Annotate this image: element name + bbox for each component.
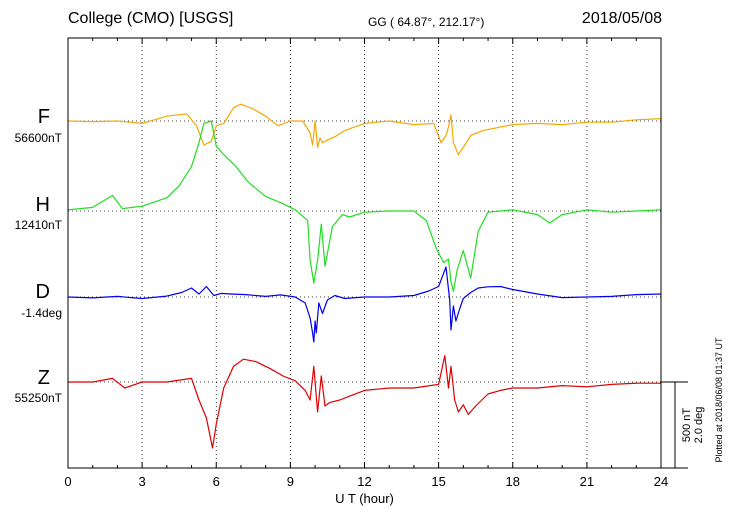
tick-label-21: 21 (580, 474, 594, 489)
scale-label-deg: 2.0 deg (693, 407, 705, 444)
tick-label-18: 18 (506, 474, 520, 489)
grid-lines (68, 38, 661, 468)
tick-label-6: 6 (213, 474, 220, 489)
tick-label-24: 24 (654, 474, 668, 489)
trace-baseline-z: 55250nT (14, 391, 62, 405)
trace-baseline-h: 12410nT (14, 218, 62, 232)
series-line-d (67, 266, 662, 343)
station-coordinates: GG ( 64.87°, 212.17°) (368, 15, 485, 29)
chart-date: 2018/05/08 (581, 10, 662, 27)
tick-label-9: 9 (287, 474, 294, 489)
trace-label-z: Z (37, 367, 50, 389)
trace-label-f: F (37, 106, 50, 128)
chart-title: College (CMO) [USGS] (68, 10, 234, 27)
trace-baseline-d: -1.4deg (21, 306, 62, 320)
tick-label-12: 12 (357, 474, 371, 489)
x-axis-ticks: 0 3 6 9 12 15 18 21 24 (64, 38, 668, 489)
series-line-h (67, 120, 662, 292)
trace-baseline-f: 56600nT (14, 131, 62, 145)
tick-label-3: 3 (139, 474, 146, 489)
tick-label-15: 15 (431, 474, 445, 489)
series-line-z (68, 355, 661, 449)
scale-label-nt: 500 nT (681, 408, 693, 443)
trace-label-h: H (35, 194, 50, 216)
trace-lines (67, 103, 662, 449)
x-axis-label: U T (hour) (335, 491, 394, 506)
plotted-timestamp: Plotted at 2018/06/08 01:37 UT (714, 337, 724, 463)
trace-label-d: D (35, 281, 50, 303)
scale-bar (661, 381, 688, 469)
tick-label-0: 0 (64, 474, 71, 489)
series-line-f (67, 103, 662, 156)
